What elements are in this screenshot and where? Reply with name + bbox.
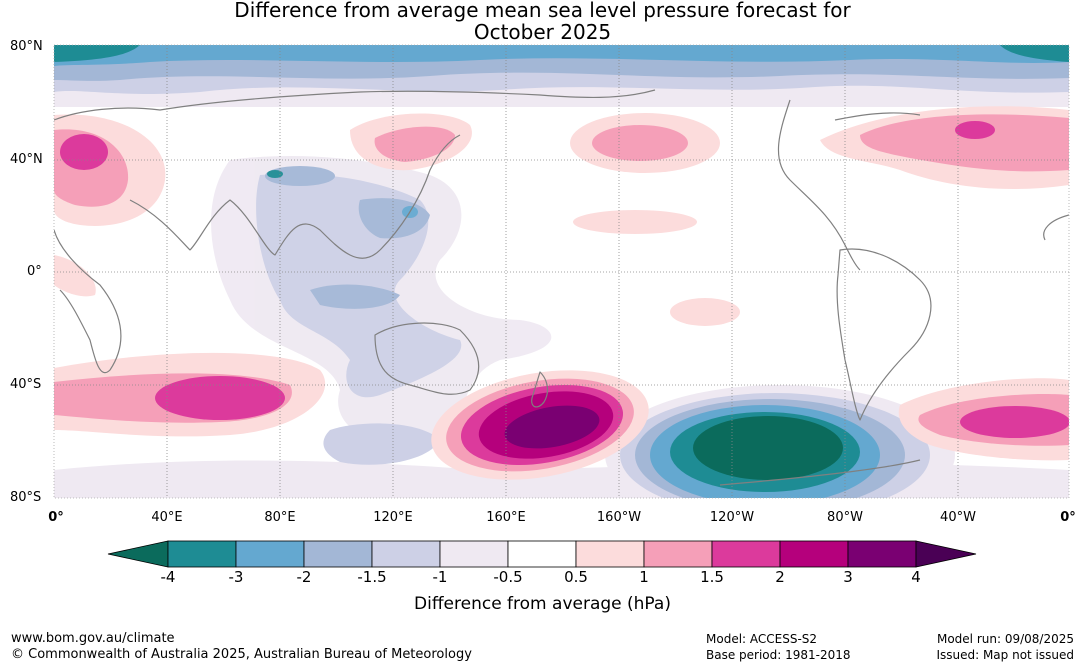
colorbar-bin [235, 540, 305, 568]
colorbar-bin [439, 540, 509, 568]
anomaly-fields [54, 45, 1069, 498]
south-indian-ocean-high-anomaly [54, 352, 326, 437]
colorbar-bin [643, 540, 713, 568]
footer-model-run: Model run: 09/08/2025 [936, 632, 1074, 646]
lon-label-120w: 120°W [709, 510, 755, 525]
pressure-anomaly-map [53, 44, 1070, 499]
colorbar-bin [847, 540, 917, 568]
lon-label-80w: 80°W [827, 510, 863, 525]
footer-model: Model: ACCESS-S2 [706, 632, 818, 646]
north-atlantic-high-anomaly [820, 106, 1069, 190]
lon-label-80e: 80°E [264, 510, 296, 525]
east-asia-high-anomaly [350, 113, 472, 171]
colorbar-tick-label: -1 [432, 568, 448, 586]
lon-label-0-west: 0° [48, 510, 64, 525]
lon-label-40e: 40°E [151, 510, 183, 525]
colorbar-tick-label: -3 [228, 568, 244, 586]
colorbar-tick-label: 3 [843, 568, 853, 586]
colorbar-tick-label: 0.5 [564, 568, 588, 586]
lon-label-120e: 120°E [373, 510, 413, 525]
chart-title-line2: October 2025 [473, 20, 612, 44]
colorbar-bin [711, 540, 781, 568]
graticule [54, 45, 1069, 498]
footer-website: www.bom.gov.au/climate [11, 631, 175, 646]
lat-label-40s: 40°S [10, 377, 42, 392]
lat-label-40n: 40°N [10, 152, 43, 167]
colorbar-bin [507, 540, 577, 568]
lon-label-160e: 160°E [486, 510, 526, 525]
coastlines [54, 89, 1069, 486]
tasman-high-anomaly [431, 370, 649, 480]
footer-issued: Issued: Map not issued [936, 648, 1074, 662]
colorbar-tick-label: -2 [296, 568, 312, 586]
colorbar-bin [371, 540, 441, 568]
colorbar-tick-label: 4 [911, 568, 921, 586]
colorbar-bin [575, 540, 645, 568]
north-pacific-high-anomaly [570, 113, 740, 326]
colorbar-extend-high [915, 540, 977, 568]
colorbar-tick-label: -4 [160, 568, 176, 586]
lat-label-80s: 80°S [10, 490, 42, 505]
colorbar-bin [779, 540, 849, 568]
lon-label-160w: 160°W [596, 510, 642, 525]
lon-label-0-east: 0° [1060, 510, 1076, 525]
lat-label-80n: 80°N [10, 39, 43, 54]
colorbar-tick-label: 1.5 [700, 568, 724, 586]
colorbar-tick-label: 2 [775, 568, 785, 586]
lat-label-equator: 0° [27, 264, 42, 279]
colorbar-title: Difference from average (hPa) [414, 594, 671, 614]
lon-label-40w: 40°W [940, 510, 976, 525]
colorbar-bin [167, 540, 237, 568]
chart-title-line1: Difference from average mean sea level p… [234, 0, 851, 22]
footer-base-period: Base period: 1981-2018 [706, 648, 851, 662]
colorbar-tick-label: -1.5 [357, 568, 387, 586]
north-atlantic-europe-high-anomaly [54, 114, 166, 297]
colorbar-tick-label: -0.5 [493, 568, 523, 586]
footer-copyright: © Commonwealth of Australia 2025, Austra… [11, 647, 472, 662]
colorbar-bin [303, 540, 373, 568]
colorbar-tick-label: 1 [639, 568, 649, 586]
south-atlantic-high-anomaly [898, 378, 1069, 461]
colorbar-extend-low [107, 540, 169, 568]
map-frame [53, 44, 1070, 499]
arctic-low-anomaly [54, 45, 1069, 107]
